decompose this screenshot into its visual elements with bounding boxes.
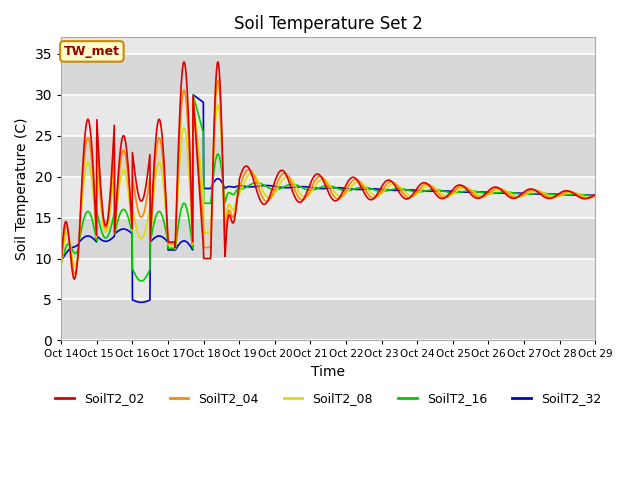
SoilT2_04 (71, 271, 79, 276)
SoilT2_08 (285, 174, 292, 180)
SoilT2_02 (70, 276, 78, 282)
Line: SoilT2_32: SoilT2_32 (61, 95, 595, 302)
X-axis label: Time: Time (311, 365, 345, 379)
SoilT2_16 (296, 183, 303, 189)
SoilT2_02 (305, 183, 313, 189)
Bar (61, 300, 595, 340)
SoilT2_08 (189, 93, 197, 98)
SoilT2_16 (99, 231, 106, 237)
Title: Soil Temperature Set 2: Soil Temperature Set 2 (234, 15, 422, 33)
SoilT2_02 (296, 200, 303, 205)
Text: TW_met: TW_met (64, 45, 120, 58)
SoilT2_32 (58, 257, 65, 263)
SoilT2_02 (362, 193, 370, 199)
Bar (61, 95, 595, 136)
SoilT2_08 (99, 220, 107, 226)
SoilT2_16 (305, 187, 313, 193)
SoilT2_08 (58, 262, 65, 268)
SoilT2_04 (99, 215, 107, 220)
SoilT2_02 (58, 256, 65, 262)
SoilT2_08 (362, 184, 370, 190)
SoilT2_08 (305, 192, 313, 198)
SoilT2_32 (120, 226, 128, 232)
Line: SoilT2_04: SoilT2_04 (61, 80, 595, 274)
SoilT2_04 (362, 188, 370, 193)
SoilT2_32 (591, 192, 599, 198)
SoilT2_02 (180, 59, 188, 65)
SoilT2_16 (58, 260, 65, 266)
SoilT2_32 (285, 185, 292, 191)
SoilT2_32 (296, 184, 303, 190)
Line: SoilT2_16: SoilT2_16 (61, 95, 595, 281)
SoilT2_16 (285, 182, 292, 188)
SoilT2_08 (121, 168, 129, 174)
SoilT2_02 (121, 135, 129, 141)
SoilT2_04 (296, 195, 303, 201)
SoilT2_16 (138, 278, 145, 284)
Bar (61, 54, 595, 95)
SoilT2_04 (121, 149, 129, 155)
SoilT2_02 (591, 192, 599, 197)
SoilT2_04 (591, 193, 599, 199)
SoilT2_16 (362, 184, 370, 190)
SoilT2_32 (362, 186, 370, 192)
SoilT2_32 (305, 184, 313, 190)
SoilT2_08 (296, 190, 303, 195)
SoilT2_04 (285, 173, 292, 179)
SoilT2_32 (99, 238, 106, 243)
Y-axis label: Soil Temperature (C): Soil Temperature (C) (15, 118, 29, 260)
SoilT2_02 (285, 178, 292, 183)
SoilT2_16 (189, 92, 197, 98)
SoilT2_04 (305, 189, 313, 195)
SoilT2_08 (71, 264, 79, 270)
Legend: SoilT2_02, SoilT2_04, SoilT2_08, SoilT2_16, SoilT2_32: SoilT2_02, SoilT2_04, SoilT2_08, SoilT2_… (51, 387, 606, 410)
SoilT2_04 (214, 77, 222, 83)
SoilT2_04 (58, 260, 65, 265)
SoilT2_32 (138, 300, 145, 305)
Bar (61, 217, 595, 259)
Bar (61, 177, 595, 217)
SoilT2_32 (189, 92, 197, 97)
SoilT2_08 (591, 194, 599, 200)
SoilT2_02 (99, 210, 107, 216)
Bar (61, 136, 595, 177)
Line: SoilT2_08: SoilT2_08 (61, 96, 595, 267)
SoilT2_16 (591, 193, 599, 199)
Line: SoilT2_02: SoilT2_02 (61, 62, 595, 279)
SoilT2_16 (120, 207, 128, 213)
Bar (61, 259, 595, 300)
